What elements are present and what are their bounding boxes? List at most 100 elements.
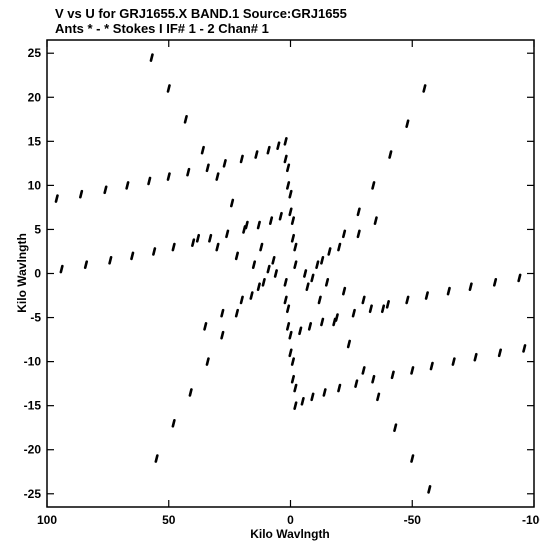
uv-point — [298, 326, 303, 336]
uv-point — [244, 220, 249, 230]
uv-point — [268, 216, 274, 225]
uv-point — [186, 167, 191, 177]
uv-point — [125, 181, 130, 190]
uv-point — [320, 317, 325, 327]
uv-point — [103, 185, 108, 195]
uv-point — [337, 242, 342, 252]
y-axis-title: Kilo Wavlngth — [15, 233, 29, 313]
uv-point — [256, 282, 261, 292]
uv-point — [410, 454, 415, 463]
uv-point — [205, 163, 210, 173]
uv-point — [346, 339, 351, 349]
uv-point — [208, 233, 213, 243]
uv-point — [166, 84, 171, 93]
uv-point — [266, 145, 271, 155]
uv-point — [356, 207, 361, 217]
uv-point — [410, 366, 415, 375]
uv-point — [254, 150, 259, 159]
uv-point — [220, 330, 225, 340]
x-axis-title: Kilo Wavlngth — [250, 527, 330, 541]
uv-point — [59, 264, 64, 274]
uv-point — [293, 383, 298, 393]
uv-point — [259, 242, 264, 252]
x-tick-label: -50 — [404, 513, 422, 527]
uv-point — [305, 282, 310, 292]
uv-point — [234, 308, 239, 318]
uv-point — [147, 176, 152, 186]
uv-point — [517, 273, 522, 283]
x-tick-label: -100 — [522, 513, 540, 527]
uv-point — [286, 322, 291, 331]
uv-point — [317, 295, 322, 305]
uv-point — [215, 242, 220, 252]
uv-point — [451, 357, 456, 366]
plot-frame — [46, 39, 535, 508]
data-marks — [54, 53, 527, 494]
uv-point — [188, 388, 193, 397]
x-tick-label: 100 — [37, 513, 57, 527]
uv-point — [324, 278, 330, 287]
uv-point — [256, 220, 261, 230]
uv-point — [171, 418, 176, 428]
uv-point — [83, 260, 89, 269]
y-tick-label: 20 — [28, 90, 42, 104]
y-tick-label: 0 — [34, 267, 41, 281]
uv-point — [522, 344, 527, 353]
uv-point — [283, 278, 288, 287]
y-tick-label: 25 — [28, 46, 42, 60]
uv-point — [376, 392, 381, 402]
x-tick-label: 50 — [162, 513, 176, 527]
y-tick-label: -20 — [24, 443, 42, 457]
uv-point — [154, 454, 159, 463]
uv-point — [290, 374, 295, 384]
uv-point — [492, 278, 498, 287]
uv-point — [288, 330, 293, 340]
uv-point — [261, 278, 266, 287]
uv-point — [166, 172, 171, 181]
uv-point — [278, 211, 283, 221]
y-tick-label: -10 — [24, 355, 42, 369]
uv-point — [286, 181, 291, 190]
uv-point — [276, 141, 281, 151]
uv-point — [371, 374, 376, 384]
uv-point — [108, 255, 113, 265]
uv-point — [222, 159, 227, 168]
uv-point — [152, 247, 157, 256]
uv-point — [234, 251, 239, 261]
uv-point — [283, 295, 288, 305]
uv-point — [322, 388, 327, 397]
uv-point — [446, 286, 451, 296]
y-tick-label: -5 — [30, 311, 41, 325]
uv-point — [405, 119, 410, 129]
chart-title: V vs U for GRJ1655.X BAND.1 Source:GRJ16… — [55, 6, 347, 21]
uv-point — [300, 396, 305, 406]
uv-point — [239, 295, 244, 305]
uv-point — [310, 392, 315, 402]
uv-point — [293, 260, 298, 269]
uv-point — [315, 260, 320, 269]
y-tick-label: 5 — [34, 222, 41, 236]
uv-point — [424, 291, 429, 300]
uv-point — [320, 255, 325, 265]
uv-point — [290, 233, 295, 243]
uv-point — [54, 194, 59, 203]
y-tick-label: 15 — [28, 134, 42, 148]
uv-point — [422, 84, 427, 93]
uv-point — [283, 137, 288, 146]
uv-point — [288, 189, 293, 199]
uv-point — [171, 242, 176, 252]
uv-point — [215, 172, 220, 181]
uv-point — [429, 361, 434, 371]
y-tick-label: 10 — [28, 178, 42, 192]
uv-point — [183, 115, 188, 124]
uv-point — [230, 198, 235, 208]
uv-point — [251, 260, 257, 269]
uv-point — [249, 291, 254, 300]
uv-point — [205, 357, 210, 366]
uv-point — [368, 304, 373, 314]
uv-point — [390, 370, 395, 380]
uv-point — [286, 304, 291, 314]
uv-point — [290, 216, 295, 225]
